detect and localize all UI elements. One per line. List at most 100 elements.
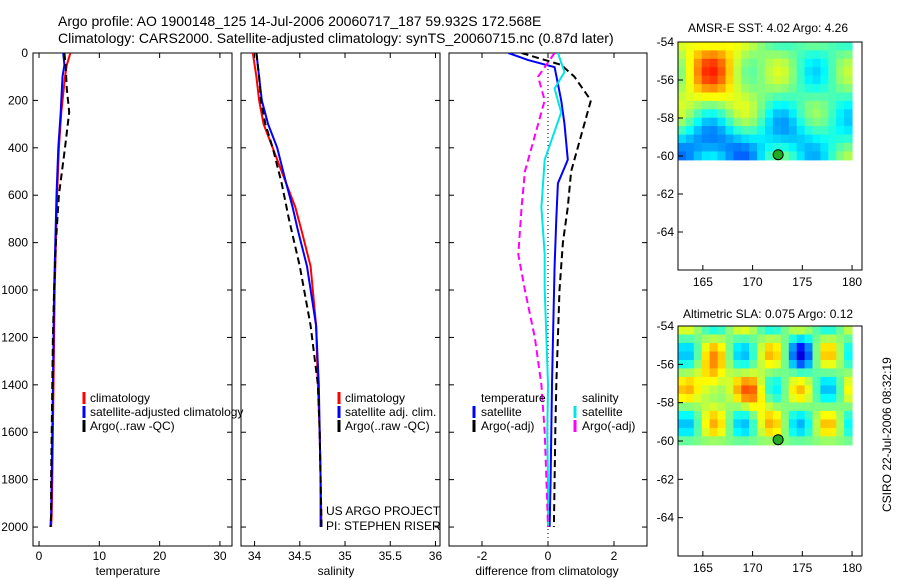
heatmap-cell [780,143,790,152]
heatmap-cell [717,402,727,412]
heatmap-cell [828,42,837,51]
heatmap-cell [757,67,766,77]
heatmap-cell [693,151,703,161]
heatmap-cell [828,436,837,446]
profile-location-marker [772,149,784,161]
heatmap-cell [844,50,853,60]
heatmap-cell [820,326,829,336]
heatmap-cell [788,67,798,77]
heatmap-cell [765,151,774,161]
heatmap-cell [757,402,766,412]
heatmap-cell [828,351,837,361]
heatmap-cell [772,50,782,60]
heatmap-cell [717,75,727,85]
heatmap-cell [788,50,798,60]
heatmap-cell [717,67,727,77]
heatmap-cell [749,334,758,344]
x-tick-label: 2 [611,549,618,563]
heatmap-cell [741,143,750,152]
heatmap-cell [788,351,798,361]
heatmap-cell [709,360,719,370]
heatmap-cell [701,109,711,119]
heatmap-cell [772,67,782,77]
heatmap-cell [788,42,798,51]
heatmap-cell [717,343,727,353]
heatmap-cell [788,100,798,110]
heatmap-cell [812,402,821,412]
heatmap-cell [741,117,750,127]
heatmap-cell [828,419,837,429]
heatmap-cell [828,393,837,403]
heatmap-cell [749,393,758,403]
heatmap-cell [693,143,703,152]
heatmap-cell [749,42,758,51]
difference-xlabel: difference from climatology [475,564,618,578]
heatmap-cell [749,326,758,336]
heatmap-cell [685,50,695,60]
heatmap-cell [741,334,750,344]
heatmap-cell [780,334,790,344]
heatmap-cell [757,75,766,85]
heatmap-cell [796,351,806,361]
heatmap-cell [749,419,758,429]
heatmap-cell [804,151,814,161]
heatmap-cell [844,100,853,110]
heatmap-cell [685,100,695,110]
heatmap-cell [678,143,687,152]
heatmap-cell [709,368,719,378]
heatmap-cell [693,42,703,51]
heatmap-cell [788,385,798,395]
heatmap-cell [749,376,758,386]
heatmap-cell [796,50,806,60]
map-y-tick-label: -60 [657,149,675,163]
heatmap-cell [772,343,782,353]
heatmap-cell [812,67,821,77]
heatmap-cell [804,67,814,77]
heatmap-cell [820,368,829,378]
heatmap-cell [812,385,821,395]
heatmap-cell [796,143,806,152]
heatmap-cell [733,343,742,353]
heatmap-cell [820,42,829,51]
heatmap-cell [780,419,790,429]
heatmap-cell [804,360,814,370]
heatmap-cell [820,427,829,437]
heatmap-cell [765,436,774,446]
heatmap-cell [812,126,821,136]
heatmap-cell [788,134,798,144]
heatmap-cell [678,351,687,361]
heatmap-cell [828,410,837,420]
series-argo-raw-qc [49,53,71,528]
heatmap-cell [765,84,774,94]
heatmap-cell [772,143,782,152]
heatmap-cell [741,75,750,85]
heatmap-cell [788,117,798,127]
figure-title-line2: Climatology: CARS2000. Satellite-adjuste… [58,30,614,46]
heatmap-cell [765,42,774,51]
heatmap-cell [725,84,734,94]
heatmap-cell [741,134,750,144]
heatmap-cell [685,58,695,68]
heatmap-cell [678,427,687,437]
heatmap-cell [741,410,750,420]
heatmap-cell [804,42,814,51]
legend-label-argo: Argo(..raw -QC) [90,419,175,433]
heatmap-cell [828,326,837,336]
series-temperature-argo-adj [521,53,592,528]
heatmap-cell [804,100,814,110]
heatmap-cell [804,334,814,344]
heatmap-cell [678,42,687,51]
heatmap-cell [725,92,734,102]
heatmap-cell [804,326,814,336]
heatmap-cell [804,50,814,60]
heatmap-cell [836,100,845,110]
heatmap-cell [741,393,750,403]
heatmap-cell [844,368,853,378]
pi-annotation: PI: STEPHEN RISER [326,519,441,533]
heatmap-cell [828,385,837,395]
heatmap-cell [685,143,695,152]
heatmap-cell [693,92,703,102]
sla-map-frame [677,325,863,557]
heatmap-cell [701,75,711,85]
heatmap-cell [796,360,806,370]
